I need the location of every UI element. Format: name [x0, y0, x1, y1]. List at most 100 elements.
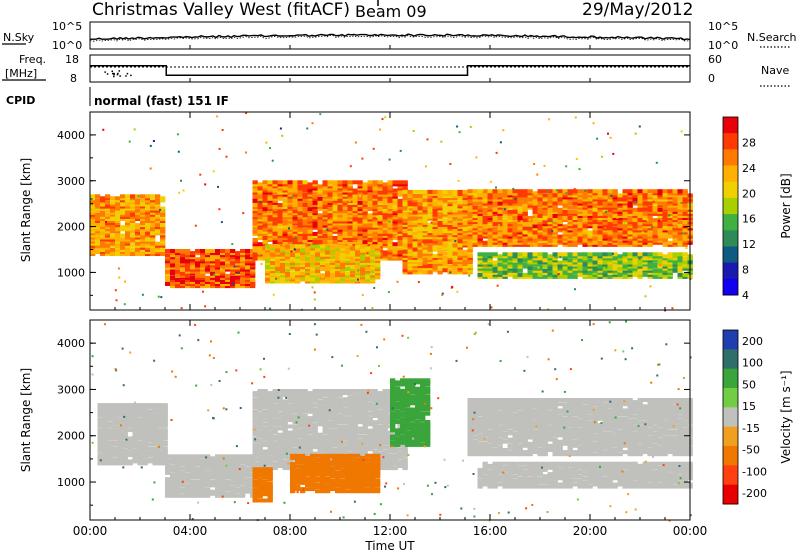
heatmap-cell	[315, 254, 321, 259]
heatmap-cell	[162, 451, 168, 455]
heatmap-cell	[582, 272, 588, 277]
heatmap-cell	[165, 280, 171, 284]
heatmap-cell	[452, 204, 458, 209]
heatmap-cell	[502, 216, 508, 220]
heatmap-cell	[567, 230, 573, 235]
heatmap-cell	[287, 192, 293, 197]
heatmap-cell	[452, 251, 458, 256]
heatmap-cell	[170, 458, 176, 463]
heatmap-cell	[677, 268, 683, 273]
heatmap-cell	[230, 249, 236, 253]
heatmap-cell	[417, 251, 423, 256]
heatmap-cell	[272, 229, 278, 234]
heatmap-cell	[257, 190, 263, 195]
heatmap-cell	[457, 189, 463, 194]
heatmap-cell	[562, 214, 568, 218]
heatmap-cell	[477, 193, 483, 198]
heatmap-cell	[332, 207, 338, 212]
heatmap-cell	[507, 216, 513, 220]
heatmap-cell	[132, 407, 138, 412]
heatmap-speckle	[313, 291, 316, 294]
heatmap-cell	[592, 203, 598, 208]
heatmap-cell	[632, 201, 638, 206]
heatmap-cell	[120, 243, 126, 248]
heatmap-cell	[657, 252, 663, 257]
heatmap-cell	[442, 237, 448, 242]
heatmap-cell	[507, 224, 513, 229]
heatmap-cell	[612, 242, 618, 247]
heatmap-cell	[117, 417, 123, 422]
heatmap-cell	[345, 265, 351, 270]
heatmap-cell	[170, 477, 176, 482]
heatmap-cell	[162, 434, 168, 439]
heatmap-cell	[487, 274, 493, 279]
heatmap-cell	[205, 479, 211, 484]
heatmap-cell	[522, 262, 528, 267]
heatmap-cell	[452, 258, 458, 262]
heatmap-cell	[365, 277, 371, 282]
heatmap-cell	[287, 219, 293, 224]
heatmap-speckle	[502, 129, 505, 132]
heatmap-cell	[572, 274, 578, 279]
heatmap-cell	[230, 263, 236, 268]
heatmap-cell	[137, 446, 143, 451]
heatmap-cell	[312, 223, 318, 228]
heatmap-cell	[457, 262, 463, 267]
heatmap-cell	[275, 269, 281, 274]
heatmap-cell	[290, 252, 296, 257]
heatmap-cell	[477, 226, 483, 231]
heatmap-cell	[127, 417, 133, 422]
heatmap-cell	[402, 204, 408, 209]
heatmap-cell	[317, 215, 323, 220]
heatmap-cell	[350, 250, 356, 255]
heatmap-cell	[205, 475, 211, 480]
heatmap-speckle	[666, 233, 668, 236]
heatmap-cell	[145, 200, 151, 205]
heatmap-speckle	[682, 232, 685, 235]
heatmap-cell	[592, 201, 598, 206]
heatmap-cell	[647, 205, 653, 210]
heatmap-cell	[522, 272, 528, 277]
heatmap-cell	[205, 483, 211, 488]
heatmap-cell	[532, 268, 538, 273]
heatmap-cell	[200, 275, 206, 280]
heatmap-cell	[362, 225, 368, 230]
heatmap-cell	[457, 235, 463, 240]
heatmap-cell	[307, 192, 313, 197]
heatmap-cell	[220, 458, 226, 463]
heatmap-cell	[502, 236, 508, 241]
heatmap-cell	[627, 242, 633, 247]
heatmap-cell	[165, 257, 171, 262]
heatmap-cell	[262, 240, 268, 245]
heatmap-cell	[370, 277, 376, 282]
heatmap-cell	[382, 205, 388, 209]
heatmap-cell	[112, 409, 118, 414]
heatmap-cell	[287, 236, 293, 240]
heatmap-cell	[157, 403, 163, 408]
heatmap-cell	[175, 253, 181, 258]
y-tick-label: 2000	[57, 221, 85, 234]
heatmap-cell	[642, 236, 648, 241]
heatmap-cell	[417, 204, 423, 209]
heatmap-cell	[387, 207, 393, 212]
heatmap-cell	[252, 182, 258, 187]
heatmap-cell	[402, 208, 408, 213]
heatmap-cell	[252, 225, 258, 230]
heatmap-cell	[447, 268, 453, 273]
heatmap-cell	[220, 275, 226, 280]
heatmap-cell	[160, 225, 166, 230]
heatmap-cell	[432, 235, 438, 240]
heatmap-cell	[312, 198, 318, 203]
heatmap-cell	[280, 271, 286, 276]
heatmap-cell	[612, 260, 618, 265]
heatmap-cell	[330, 252, 336, 257]
heatmap-cell	[482, 193, 488, 198]
heatmap-cell	[537, 260, 543, 265]
heatmap-cell	[457, 253, 463, 258]
heatmap-cell	[142, 457, 148, 462]
heatmap-cell	[150, 227, 156, 232]
heatmap-cell	[577, 268, 583, 273]
heatmap-cell	[142, 446, 148, 451]
heatmap-cell	[320, 244, 326, 249]
